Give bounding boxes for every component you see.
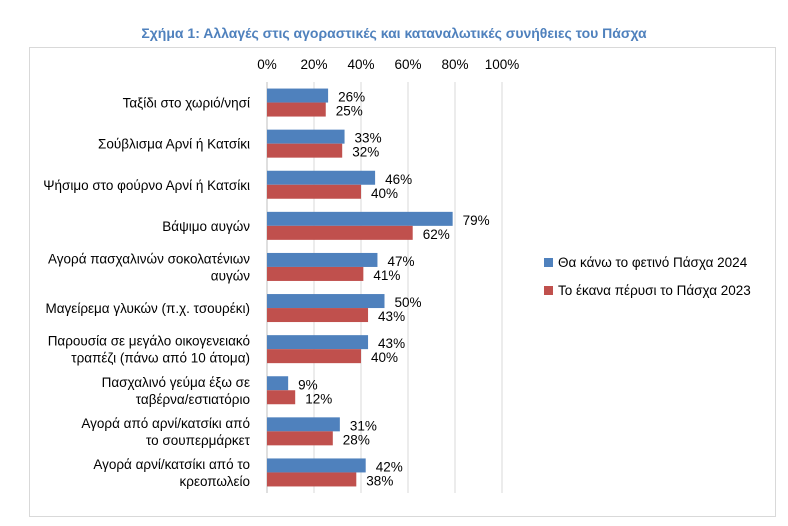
category-label: Μαγείρεμα γλυκών (π.χ. τσουρέκι) — [46, 301, 251, 316]
bar — [267, 266, 364, 281]
data-label: 47% — [387, 254, 414, 269]
bar — [267, 294, 385, 309]
data-label: 43% — [378, 309, 405, 324]
category-label: κρεοπωλείο — [180, 474, 250, 489]
bar — [267, 431, 333, 446]
category-label: Πασχαλινό γεύμα έξω σε — [102, 375, 250, 390]
bar — [267, 335, 369, 350]
data-label: 50% — [395, 295, 422, 310]
x-tick-label: 20% — [300, 57, 327, 72]
legend-swatch — [544, 258, 553, 267]
data-label: 40% — [371, 350, 398, 365]
data-label: 43% — [378, 336, 405, 351]
legend-swatch — [544, 286, 553, 295]
category-label: αυγών — [211, 268, 250, 283]
chart-frame — [29, 47, 776, 517]
data-label: 12% — [305, 391, 332, 406]
data-label: 40% — [371, 186, 398, 201]
data-label: 26% — [338, 90, 365, 105]
bar — [267, 102, 326, 117]
data-label: 28% — [343, 432, 370, 447]
bar — [267, 458, 366, 473]
data-label: 25% — [336, 104, 363, 119]
bar — [267, 472, 357, 487]
bar — [267, 252, 378, 267]
category-label: Ταξίδι στο χωριό/νησί — [123, 96, 250, 111]
bar — [267, 225, 413, 240]
data-label: 79% — [463, 213, 490, 228]
bar — [267, 308, 369, 323]
category-label: ταβέρνα/εστιατόριο — [136, 392, 250, 407]
data-label: 31% — [350, 418, 377, 433]
bar — [267, 417, 340, 432]
bar — [267, 170, 376, 185]
data-label: 32% — [352, 145, 379, 160]
data-label: 42% — [376, 459, 403, 474]
category-label: Βάψιμο αυγών — [162, 219, 250, 234]
chart-title: Σχήμα 1: Αλλαγές στις αγοραστικές και κα… — [141, 25, 647, 41]
x-tick-label: 60% — [394, 57, 421, 72]
category-label: Αγορά αρνί/κατσίκι από το — [93, 457, 250, 472]
category-label: Σούβλισμα Αρνί ή Κατσίκι — [98, 137, 250, 152]
category-label: Αγορά πασχαλινών σοκολατένιων — [48, 251, 250, 266]
x-tick-label: 0% — [257, 57, 277, 72]
category-label: τραπέζι (πάνω από 10 άτομα) — [71, 351, 250, 366]
bar — [267, 211, 453, 226]
bar — [267, 88, 329, 103]
bar — [267, 184, 361, 199]
category-label: Ψήσιμο στο φούρνο Αρνί ή Κατσίκι — [43, 178, 250, 193]
x-tick-label: 100% — [485, 57, 520, 72]
bar — [267, 129, 345, 144]
category-label: το σουπερμάρκετ — [146, 433, 251, 448]
legend-label: Το έκανα πέρυσι το Πάσχα 2023 — [558, 283, 751, 298]
data-label: 46% — [385, 172, 412, 187]
category-label: Αγορά από αρνί/κατσίκι από — [81, 416, 250, 431]
data-label: 38% — [366, 473, 393, 488]
bar — [267, 349, 361, 364]
bar — [267, 376, 289, 391]
legend-label: Θα κάνω το φετινό Πάσχα 2024 — [558, 255, 748, 270]
category-label: Παρουσία σε μεγάλο οικογενειακό — [48, 334, 250, 349]
data-label: 9% — [298, 377, 318, 392]
bar — [267, 143, 343, 158]
x-tick-label: 80% — [441, 57, 468, 72]
bar — [267, 390, 296, 405]
data-label: 33% — [355, 131, 382, 146]
data-label: 62% — [423, 227, 450, 242]
x-tick-label: 40% — [347, 57, 374, 72]
data-label: 41% — [373, 268, 400, 283]
